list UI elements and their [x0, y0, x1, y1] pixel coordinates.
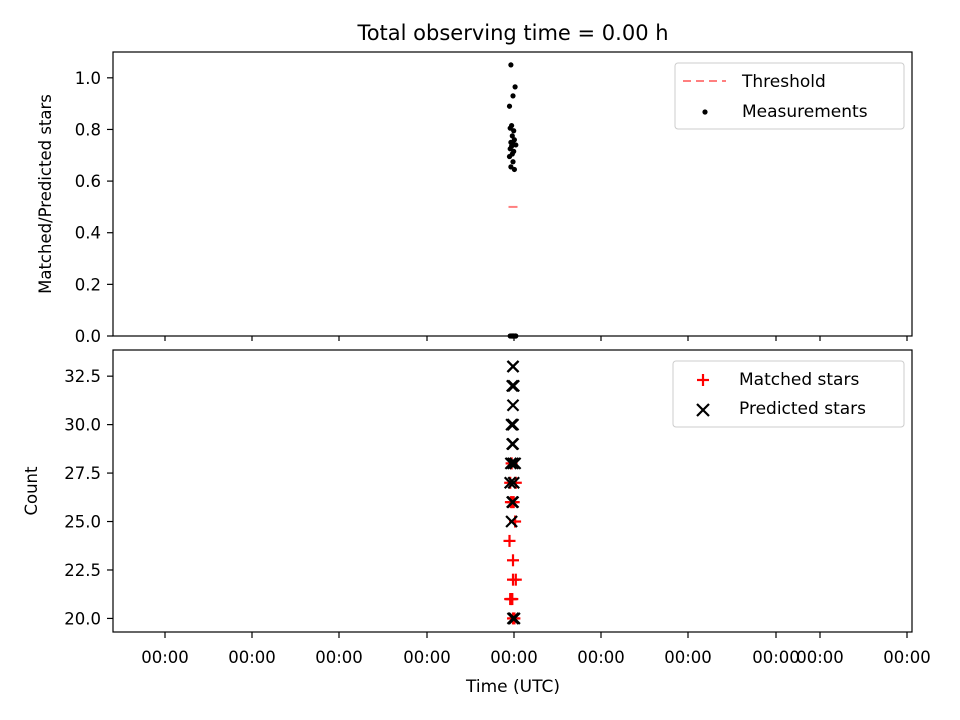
predicted-star-point [508, 457, 522, 470]
bottom-ytick-label: 30.0 [64, 416, 101, 435]
predicted-star-point [506, 437, 520, 451]
matched-star-point [505, 593, 518, 606]
measurement-point [512, 84, 518, 90]
bottom-xtick-label: 00:00 [403, 648, 451, 667]
predicted-star-point [507, 379, 520, 393]
top-ytick-label: 0.6 [75, 172, 101, 191]
predicted-star-point [506, 418, 520, 431]
top-x-axis-ticks [164, 336, 908, 341]
predicted-star-point [504, 457, 518, 470]
predicted-star-point [506, 612, 520, 625]
top-y-axis-label: Matched/Predicted stars [36, 94, 55, 294]
bottom-ytick-label: 22.5 [64, 561, 101, 580]
measurements-legend-marker [702, 109, 708, 115]
bottom-xtick-label: 00:00 [752, 648, 800, 667]
bottom-legend: Matched stars Predicted stars [672, 360, 905, 428]
top-legend-box [674, 62, 905, 130]
top-ytick-label: 0.8 [75, 120, 101, 139]
bottom-xtick-label: 00:00 [141, 648, 189, 667]
predicted-star-point [505, 515, 518, 528]
legend-label-matched-stars: Matched stars [739, 370, 859, 390]
legend-label-predicted-stars: Predicted stars [739, 399, 866, 419]
matched-star-point [507, 573, 519, 586]
measurement-point [509, 133, 515, 139]
bottom-xtick-label: 00:00 [883, 648, 931, 667]
bottom-y-axis-label: Count [22, 466, 41, 516]
bottom-ytick-label: 25.0 [64, 513, 101, 532]
bottom-ytick-label: 32.5 [64, 367, 101, 386]
bottom-xtick-label: 00:00 [315, 648, 363, 667]
matched-star-point [507, 554, 519, 567]
top-ytick-label: 1.0 [75, 69, 101, 88]
matched-star-point [509, 476, 522, 489]
matched-stars-legend-marker [697, 374, 709, 386]
top-plot-frame [112, 51, 913, 337]
bottom-xtick-label: 00:00 [228, 648, 276, 667]
top-ytick-label: 0.0 [75, 327, 101, 346]
predicted-star-point [507, 476, 520, 490]
x-axis-label: Time (UTC) [465, 677, 560, 697]
bottom-xtick-label: 00:00 [490, 648, 538, 667]
legend-label-measurements: Measurements [742, 102, 868, 122]
bottom-y-axis-ticks: 20.0 22.5 25.0 27.5 30.0 32.5 [64, 367, 113, 628]
bottom-plot-frame [112, 349, 913, 633]
predicted-stars-legend-marker [696, 403, 710, 417]
measurement-point [506, 153, 513, 160]
top-plot-marks [506, 62, 519, 339]
measurement-point [511, 128, 517, 134]
measurement-point [510, 93, 516, 99]
measurement-point [513, 142, 519, 148]
predicted-star-point [503, 476, 517, 490]
top-ytick-label: 0.4 [75, 224, 101, 243]
top-y-axis-ticks: 0.0 0.2 0.4 0.6 0.8 1.0 [75, 69, 113, 346]
measurement-point [508, 62, 514, 68]
bottom-xtick-label: 00:00 [796, 648, 844, 667]
predicted-star-point [506, 398, 520, 412]
bottom-legend-box [672, 360, 905, 428]
predicted-star-point [506, 457, 520, 470]
bottom-x-axis-ticks: 00:00 00:00 00:00 00:00 00:00 00:00 00:00 00:00… [141, 632, 931, 667]
top-plot: 0.0 0.2 0.4 0.6 0.8 1.0 Matched/Predicted sta… [36, 51, 913, 346]
measurement-point [510, 159, 516, 165]
measurement-point [506, 103, 513, 109]
predicted-star-point [506, 495, 519, 509]
top-ytick-label: 0.2 [75, 275, 101, 294]
bottom-ytick-label: 20.0 [64, 609, 101, 628]
bottom-plot-marks [503, 360, 522, 625]
chart-title: Total observing time = 0.00 h [356, 21, 668, 45]
bottom-xtick-label: 00:00 [577, 648, 625, 667]
bottom-ytick-label: 27.5 [64, 464, 101, 483]
predicted-star-point [506, 360, 520, 373]
bottom-xtick-label: 00:00 [664, 648, 712, 667]
top-legend: Threshold Measurements [674, 62, 905, 130]
legend-label-threshold: Threshold [741, 72, 826, 92]
bottom-plot: 20.022.525.027.530.032.5 00:00 00:00 00:00… [22, 349, 931, 697]
matched-star-point [503, 534, 516, 547]
measurement-point [511, 166, 517, 173]
